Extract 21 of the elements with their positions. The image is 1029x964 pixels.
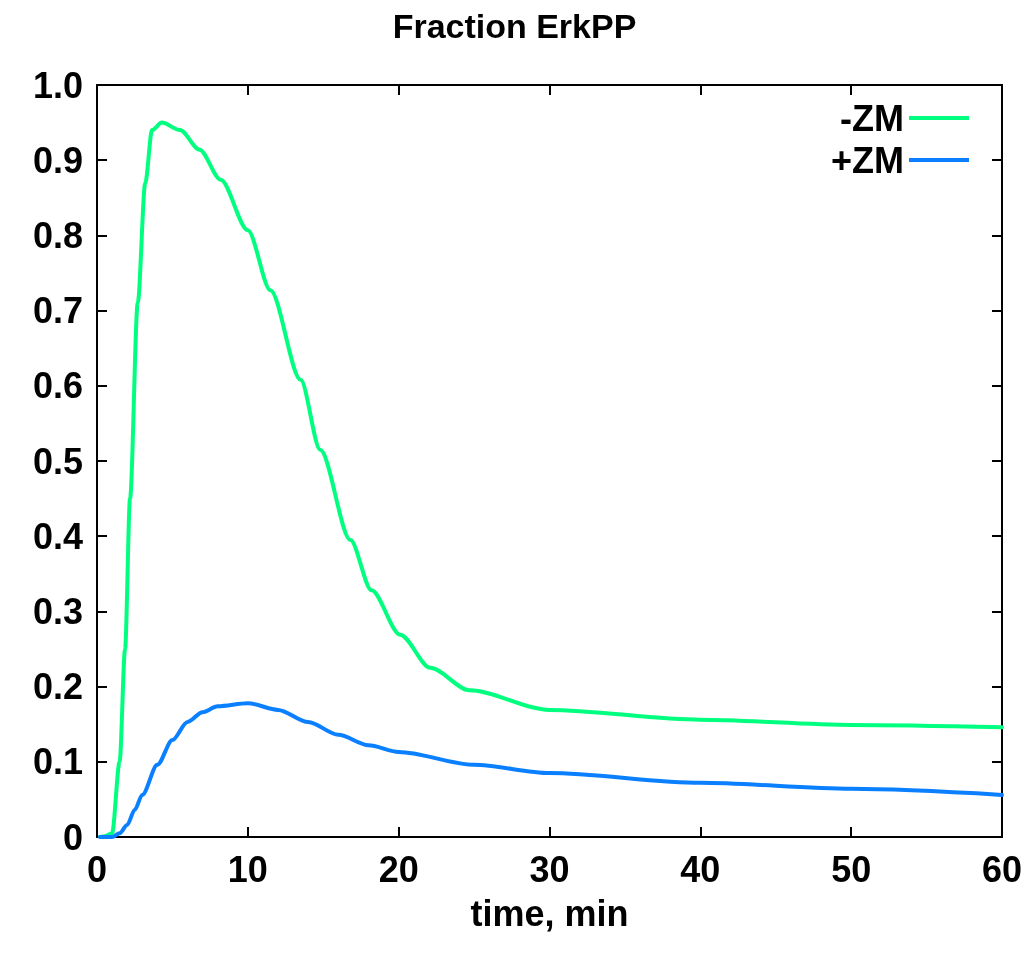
x-tick-label: 20 — [378, 848, 419, 890]
x-axis-title: time, min — [470, 892, 629, 934]
y-tick-label: 1.0 — [32, 64, 83, 106]
x-tick-label: 50 — [831, 848, 872, 890]
y-tick-label: 0.9 — [32, 139, 83, 181]
x-tick-label: 60 — [981, 848, 1023, 890]
y-tick-label: 0.1 — [32, 741, 83, 783]
y-tick-label: 0.2 — [32, 666, 83, 708]
legend-label: +ZM — [830, 139, 904, 181]
chart-title: Fraction ErkPP — [392, 7, 637, 45]
legend-label: -ZM — [840, 97, 904, 139]
x-tick-label: 30 — [529, 848, 570, 890]
y-tick-label: 0.8 — [32, 214, 83, 256]
y-tick-label: 0.6 — [32, 365, 83, 407]
y-tick-label: 0 — [62, 816, 83, 858]
y-tick-label: 0.7 — [32, 290, 83, 332]
x-tick-label: 40 — [680, 848, 721, 890]
x-tick-label: 10 — [227, 848, 268, 890]
y-tick-label: 0.3 — [32, 590, 83, 632]
y-tick-label: 0.5 — [32, 440, 83, 482]
y-tick-label: 0.4 — [32, 515, 83, 557]
